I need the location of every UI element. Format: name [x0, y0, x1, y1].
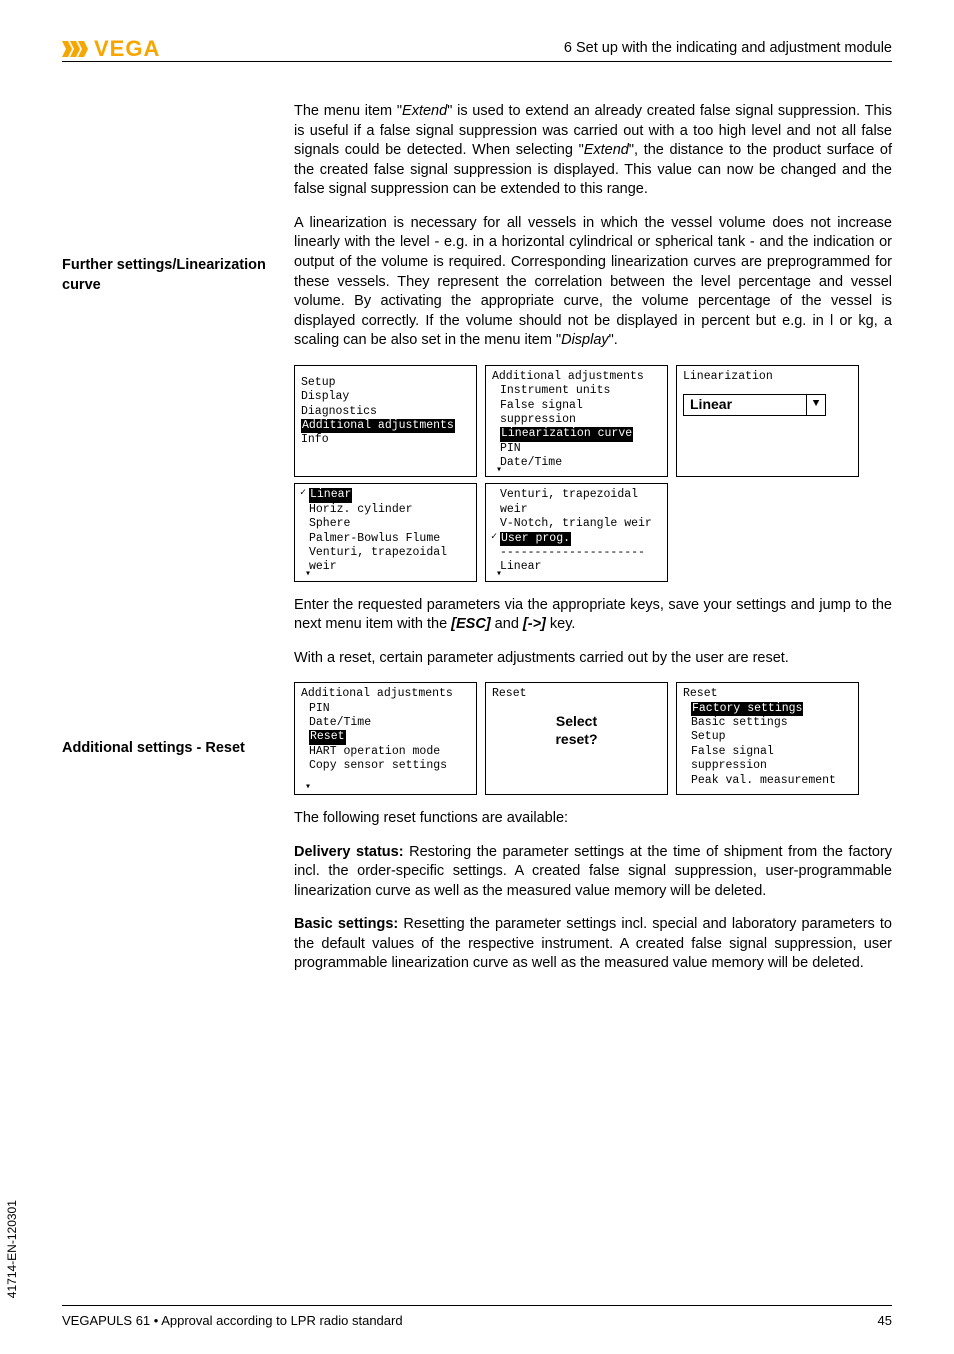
- menu-item: PIN: [500, 442, 661, 456]
- reset-available-paragraph: The following reset functions are availa…: [294, 809, 892, 829]
- confirm-line: reset?: [492, 730, 661, 748]
- enter-params-paragraph: Enter the requested parameters via the a…: [294, 596, 892, 635]
- scroll-arrow-icon: ▾: [305, 782, 311, 795]
- header-title: 6 Set up with the indicating and adjustm…: [564, 39, 892, 59]
- text: Enter the requested parameters via the a…: [294, 597, 892, 633]
- linearization-paragraph: A linearization is necessary for all ves…: [294, 214, 892, 351]
- menu-row-1: Setup Display Diagnostics Additional adj…: [294, 365, 892, 478]
- menu-item: HART operation mode: [309, 745, 470, 759]
- footer-rule: [62, 1305, 892, 1306]
- key-arrow: [->]: [523, 616, 546, 632]
- menu-item: V-Notch, triangle weir: [500, 517, 661, 531]
- menu-item: Venturi, trapezoidal weir: [500, 488, 661, 517]
- menu-curves-1: ✓Linear Horiz. cylinder Sphere Palmer-Bo…: [294, 483, 477, 581]
- menu-item: Instrument units: [500, 384, 661, 398]
- menu-item: Date/Time: [500, 456, 661, 470]
- menu-item: Horiz. cylinder: [309, 503, 470, 517]
- menu-main: Setup Display Diagnostics Additional adj…: [294, 365, 477, 478]
- extend-paragraph: The menu item "Extend" is used to extend…: [294, 102, 892, 200]
- menu-title: Reset: [683, 687, 852, 701]
- menu-item: Display: [301, 390, 470, 404]
- scroll-arrow-icon: ▾: [496, 465, 502, 478]
- section-label-reset: Additional settings - Reset: [62, 739, 272, 759]
- menu-linearization: Linearization Linear ▼: [676, 365, 859, 478]
- menu-item: Linear: [500, 560, 661, 574]
- check-icon: ✓: [300, 488, 306, 501]
- label: Basic settings:: [294, 916, 398, 932]
- menu-additional-reset: Additional adjustments PIN Date/Time Res…: [294, 682, 477, 795]
- dropdown-button[interactable]: ▼: [807, 394, 826, 416]
- reset-paragraph: With a reset, certain parameter adjustme…: [294, 649, 892, 669]
- menu-item: Date/Time: [309, 716, 470, 730]
- label: Delivery status:: [294, 844, 404, 860]
- svg-text:VEGA: VEGA: [94, 37, 160, 61]
- page-number: 45: [878, 1312, 892, 1330]
- menu-item: False signal suppression: [500, 399, 661, 428]
- menu-item: Setup: [691, 730, 852, 744]
- footer-left: VEGAPULS 61 • Approval according to LPR …: [62, 1312, 403, 1330]
- menu-title: Reset: [492, 687, 661, 701]
- text: key.: [546, 616, 576, 632]
- menu-item-selected: Additional adjustments: [301, 419, 455, 433]
- check-icon: ✓: [491, 532, 497, 545]
- dropdown-selected[interactable]: Linear: [683, 394, 807, 416]
- menu-item: Palmer-Bowlus Flume: [309, 532, 470, 546]
- menu-item: Copy sensor settings: [309, 759, 470, 773]
- menu-item: Sphere: [309, 517, 470, 531]
- text: and: [491, 616, 523, 632]
- menu-row-2: ✓Linear Horiz. cylinder Sphere Palmer-Bo…: [294, 483, 892, 581]
- menu-title: Additional adjustments: [301, 687, 470, 701]
- menu-row-reset: Additional adjustments PIN Date/Time Res…: [294, 682, 892, 795]
- menu-item: Basic settings: [691, 716, 852, 730]
- menu-item-selected: Linearization curve: [500, 427, 633, 441]
- menu-item-selected: Linear: [309, 488, 352, 502]
- menu-reset-options: Reset Factory settings Basic settings Se…: [676, 682, 859, 795]
- section-label-linearization: Further settings/Linearization curve: [62, 256, 272, 295]
- key-esc: [ESC]: [451, 616, 490, 632]
- confirm-line: Select: [492, 712, 661, 730]
- menu-reset-confirm: Reset Select reset?: [485, 682, 668, 795]
- header-rule: [62, 61, 892, 62]
- menu-item-selected: Reset: [309, 730, 346, 744]
- document-number: 41714-EN-120301: [4, 1200, 20, 1298]
- menu-item: Setup: [301, 376, 470, 390]
- separator: ---------------------: [500, 546, 661, 560]
- menu-item: False signal suppression: [691, 745, 852, 774]
- menu-item-selected: Factory settings: [691, 702, 803, 716]
- menu-title: Additional adjustments: [492, 370, 661, 384]
- menu-additional: Additional adjustments Instrument units …: [485, 365, 668, 478]
- menu-item: PIN: [309, 702, 470, 716]
- menu-item-selected: User prog.: [500, 532, 571, 546]
- scroll-arrow-icon: ▾: [496, 569, 502, 582]
- delivery-status-paragraph: Delivery status: Restoring the parameter…: [294, 843, 892, 902]
- scroll-arrow-icon: ▾: [305, 569, 311, 582]
- menu-item: Info: [301, 433, 470, 447]
- menu-title: Linearization: [683, 370, 852, 384]
- basic-settings-paragraph: Basic settings: Resetting the parameter …: [294, 915, 892, 974]
- menu-curves-2: Venturi, trapezoidal weir V-Notch, trian…: [485, 483, 668, 581]
- vega-logo: VEGA: [62, 37, 172, 61]
- menu-item: Diagnostics: [301, 405, 470, 419]
- menu-item: Peak val. measurement: [691, 774, 852, 788]
- menu-item: Venturi, trapezoidal weir: [309, 546, 470, 575]
